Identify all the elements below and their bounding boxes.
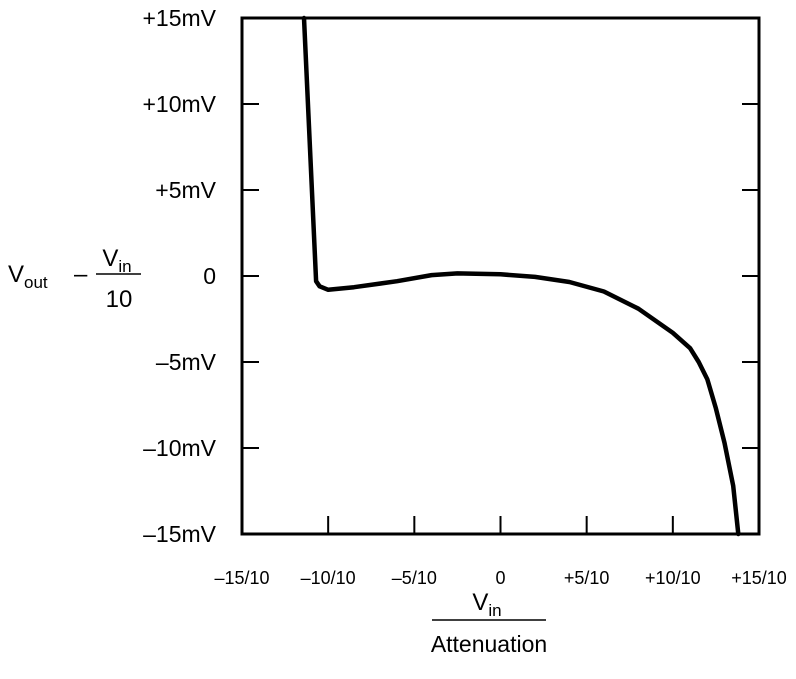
x-tick-label: –15/10 [214,568,269,588]
y-axis-label: Vout – Vin 10 [8,245,141,313]
x-tick-label: 0 [495,568,505,588]
y-label-prefix: Vout [8,261,48,292]
y-tick-label: +5mV [155,177,216,203]
x-tick-label: +5/10 [564,568,610,588]
y-label-numerator: Vin [102,245,131,276]
y-tick-label: +10mV [142,91,216,117]
x-label-numerator: Vin [472,589,501,620]
x-axis-label: Vin Attenuation [431,589,547,657]
x-axis-ticks: –15/10 –10/10 –5/10 0 +5/10 +10/10 +15/10 [214,516,787,588]
y-label-denominator: 10 [106,286,133,313]
x-tick-label: +15/10 [731,568,787,588]
y-tick-label: –15mV [143,521,217,547]
x-tick-label: –5/10 [392,568,437,588]
y-tick-label: –10mV [143,435,217,461]
series-line [301,15,741,537]
y-tick-label: 0 [203,263,216,289]
y-tick-label: –5mV [156,349,217,375]
y-label-minus: – [74,261,88,288]
series-layer [301,15,741,537]
x-tick-label: –10/10 [301,568,356,588]
y-tick-label: +15mV [142,5,216,31]
y-axis-ticks: +15mV +10mV +5mV 0 –5mV –10mV –15mV [142,5,759,547]
x-label-denominator: Attenuation [431,631,547,657]
x-tick-label: +10/10 [645,568,701,588]
